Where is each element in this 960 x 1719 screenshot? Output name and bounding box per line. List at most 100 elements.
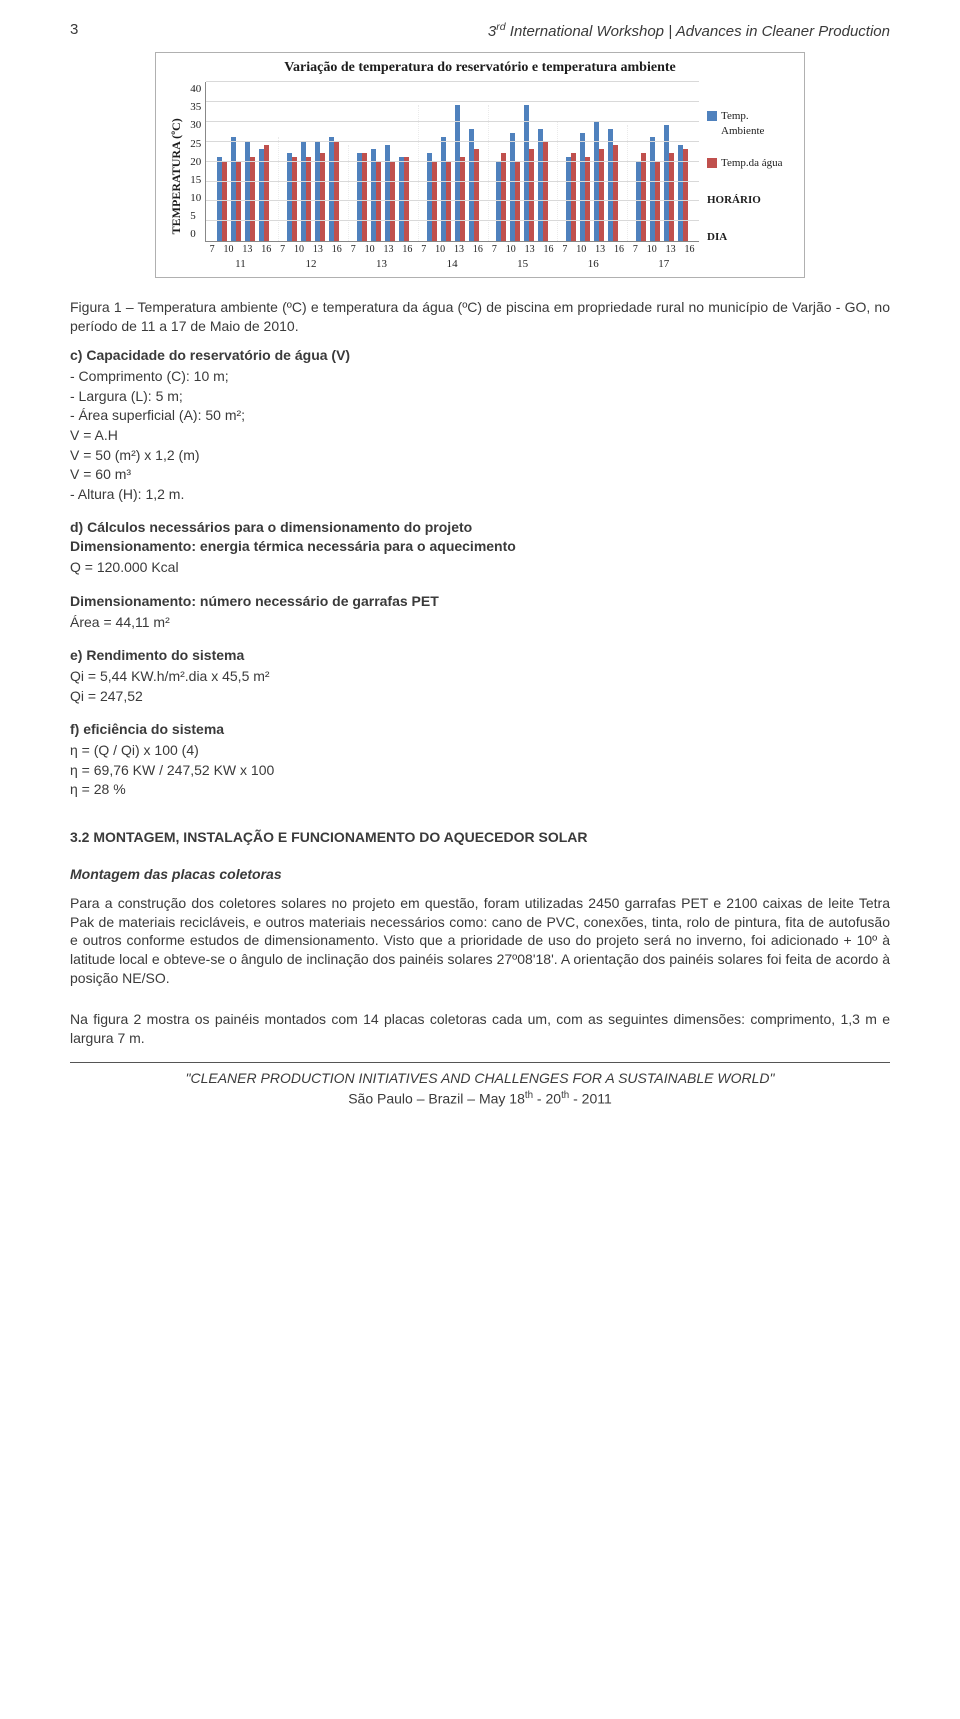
x-tick-hour: 13 <box>666 243 676 257</box>
y-tick: 15 <box>190 173 201 188</box>
calc-line: Qi = 5,44 KW.h/m².dia x 45,5 m² <box>70 667 890 687</box>
bar-agua <box>306 157 311 241</box>
calc-line: - Largura (L): 5 m; <box>70 387 890 407</box>
bar-agua <box>404 157 409 241</box>
bar-agua <box>460 157 465 241</box>
x-tick-hour: 10 <box>647 243 657 257</box>
calc-line: - Área superficial (A): 50 m²; <box>70 406 890 426</box>
x-tick-hour: 7 <box>280 243 285 257</box>
y-tick: 35 <box>190 100 201 115</box>
bar-agua <box>669 153 674 241</box>
x-tick-hour: 13 <box>454 243 464 257</box>
chart-y-axis-label: TEMPERATURA (ºC) <box>166 82 186 271</box>
footer-line1: "CLEANER PRODUCTION INITIATIVES AND CHAL… <box>70 1069 890 1089</box>
bar-group <box>348 145 418 241</box>
footer-separator <box>70 1062 890 1063</box>
x-tick-hour: 7 <box>562 243 567 257</box>
chart-plot-area <box>205 82 699 242</box>
legend-item-ambiente: Temp. Ambiente <box>707 109 794 139</box>
x-tick-hour: 16 <box>332 243 342 257</box>
chart-legend: Temp. Ambiente Temp.da água HORÁRIO DIA <box>699 82 794 271</box>
section-d-sub2: Dimensionamento: número necessário de ga… <box>70 592 890 611</box>
x-tick-hour: 10 <box>576 243 586 257</box>
calc-line: V = A.H <box>70 426 890 446</box>
y-tick: 5 <box>190 209 201 224</box>
bar-agua <box>599 149 604 241</box>
bar-agua <box>334 141 339 241</box>
x-tick-hour: 16 <box>402 243 412 257</box>
y-tick: 40 <box>190 82 201 97</box>
x-tick-hour: 10 <box>365 243 375 257</box>
legend-swatch-agua <box>707 158 717 168</box>
chart-title: Variação de temperatura do reservatório … <box>166 59 794 78</box>
legend-swatch-ambiente <box>707 111 717 121</box>
section-d-title: d) Cálculos necessários para o dimension… <box>70 518 890 537</box>
x-tick-hour: 7 <box>492 243 497 257</box>
section-d-line1: Q = 120.000 Kcal <box>70 558 890 578</box>
bar-agua <box>474 149 479 241</box>
bar-agua <box>292 157 297 241</box>
chart-x-axis-label-horario: HORÁRIO <box>707 193 794 208</box>
page-header: 3 3rd International Workshop | Advances … <box>70 20 890 42</box>
y-tick: 25 <box>190 137 201 152</box>
footer-line2: São Paulo – Brazil – May 18th - 20th - 2… <box>70 1089 890 1109</box>
x-tick-hour: 16 <box>261 243 271 257</box>
x-tick-day: 11 <box>205 257 276 272</box>
section-3-2-para2: Na figura 2 mostra os painéis montados c… <box>70 1010 890 1048</box>
x-tick-hour: 13 <box>525 243 535 257</box>
calc-line: η = 28 % <box>70 780 890 800</box>
temperature-chart: Variação de temperatura do reservatório … <box>155 52 805 278</box>
calc-line: V = 60 m³ <box>70 465 890 485</box>
bar-agua <box>362 153 367 241</box>
x-tick-hour: 13 <box>313 243 323 257</box>
chart-y-ticks: 0510152025303540 <box>186 82 205 242</box>
x-tick-hour: 7 <box>351 243 356 257</box>
chart-x-ticks-days: 11121314151617 <box>205 257 699 272</box>
x-tick-day: 16 <box>558 257 629 272</box>
section-c-title: c) Capacidade do reservatório de água (V… <box>70 346 890 365</box>
section-e-lines: Qi = 5,44 KW.h/m².dia x 45,5 m²Qi = 247,… <box>70 667 890 706</box>
y-tick: 10 <box>190 191 201 206</box>
bar-agua <box>543 141 548 241</box>
section-d-sub1: Dimensionamento: energia térmica necessá… <box>70 537 890 556</box>
calc-line: V = 50 (m²) x 1,2 (m) <box>70 446 890 466</box>
legend-label-agua: Temp.da água <box>721 156 783 171</box>
bar-agua <box>571 153 576 241</box>
bar-agua <box>613 145 618 241</box>
calc-line: η = 69,76 KW / 247,52 KW x 100 <box>70 761 890 781</box>
bar-group <box>208 137 278 241</box>
x-tick-hour: 10 <box>435 243 445 257</box>
section-3-2-para1: Para a construção dos coletores solares … <box>70 894 890 988</box>
x-tick-day: 17 <box>628 257 699 272</box>
section-3-2-subheading: Montagem das placas coletoras <box>70 865 890 884</box>
section-f-lines: η = (Q / Qi) x 100 (4)η = 69,76 KW / 247… <box>70 741 890 800</box>
x-tick-hour: 10 <box>294 243 304 257</box>
bar-agua <box>641 153 646 241</box>
calc-line: - Comprimento (C): 10 m; <box>70 367 890 387</box>
x-tick-day: 13 <box>346 257 417 272</box>
page-footer: "CLEANER PRODUCTION INITIATIVES AND CHAL… <box>70 1069 890 1109</box>
bar-agua <box>320 153 325 241</box>
section-f-title: f) eficiência do sistema <box>70 720 890 739</box>
calc-line: η = (Q / Qi) x 100 (4) <box>70 741 890 761</box>
x-tick-hour: 16 <box>685 243 695 257</box>
legend-item-agua: Temp.da água <box>707 156 794 171</box>
x-tick-day: 14 <box>417 257 488 272</box>
x-tick-hour: 10 <box>506 243 516 257</box>
calc-line: Qi = 247,52 <box>70 687 890 707</box>
bar-group <box>278 137 348 241</box>
workshop-title: 3rd International Workshop | Advances in… <box>488 20 890 42</box>
section-c-lines: - Comprimento (C): 10 m;- Largura (L): 5… <box>70 367 890 504</box>
x-tick-hour: 16 <box>473 243 483 257</box>
chart-x-axis-label-dia: DIA <box>707 230 794 245</box>
x-tick-day: 12 <box>276 257 347 272</box>
x-tick-hour: 13 <box>242 243 252 257</box>
x-tick-hour: 13 <box>383 243 393 257</box>
bar-agua <box>250 157 255 241</box>
y-tick: 20 <box>190 155 201 170</box>
x-tick-hour: 16 <box>614 243 624 257</box>
bar-agua <box>585 157 590 241</box>
section-3-2-heading: 3.2 MONTAGEM, INSTALAÇÃO E FUNCIONAMENTO… <box>70 828 890 847</box>
bar-agua <box>501 153 506 241</box>
x-tick-hour: 7 <box>633 243 638 257</box>
